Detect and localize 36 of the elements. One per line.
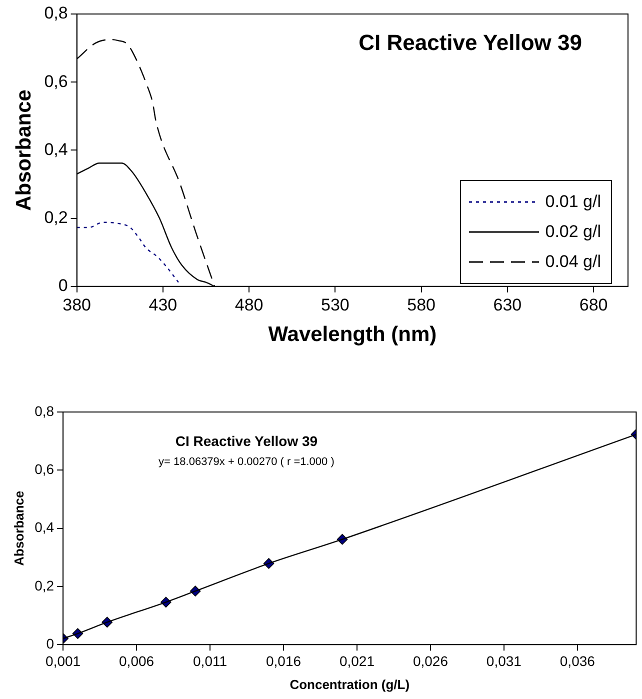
- line-series: [76, 222, 180, 283]
- x-tick-label: 0,011: [193, 652, 228, 669]
- text: CI Reactive Yellow 39: [358, 30, 582, 56]
- y-tick-label: 0: [46, 635, 54, 652]
- y-tick-label: 0,6: [34, 461, 54, 478]
- y-tick-label: 0: [58, 276, 68, 296]
- x-tick-label: 0,031: [486, 652, 522, 669]
- x-tick-label: 680: [579, 295, 608, 314]
- x-tick-label: 480: [234, 295, 264, 314]
- x-axis-title: Wavelength (nm): [268, 323, 437, 346]
- y-tick-label: 0,6: [44, 72, 68, 91]
- x-tick-label: 0,026: [412, 652, 448, 669]
- x-tick-label: 630: [493, 295, 522, 314]
- y-tick-label: 0,8: [44, 4, 68, 23]
- x-tick-label: 0,016: [266, 652, 302, 669]
- y-tick-label: 0,8: [34, 402, 54, 419]
- x-tick-label: 380: [62, 295, 92, 314]
- x-tick-label: 580: [407, 295, 436, 314]
- x-axis-title: Concentration (g/L): [290, 676, 410, 692]
- y-tick-label: 0,4: [34, 519, 54, 536]
- text: CI Reactive Yellow 39: [175, 432, 318, 449]
- text: y= 18.06379x + 0.00270 ( r =1.000 ): [158, 456, 334, 468]
- legend-label: 0.02 g/l: [545, 222, 601, 242]
- y-tick-label: 0,4: [44, 140, 68, 159]
- x-tick-label: 0,006: [119, 652, 154, 669]
- legend-label: 0.04 g/l: [545, 252, 601, 272]
- y-axis-title: Absorbance: [12, 90, 36, 211]
- x-tick-label: 0,036: [560, 652, 596, 669]
- x-tick-label: 430: [148, 295, 178, 314]
- y-tick-label: 0,2: [44, 208, 68, 227]
- y-tick-label: 0,2: [34, 577, 54, 594]
- legend-label: 0.01 g/l: [545, 192, 601, 212]
- x-tick-label: 530: [321, 295, 350, 314]
- x-tick-label: 0,021: [339, 652, 375, 669]
- x-tick-label: 0,001: [46, 652, 81, 669]
- y-axis-title: Absorbance: [11, 490, 26, 566]
